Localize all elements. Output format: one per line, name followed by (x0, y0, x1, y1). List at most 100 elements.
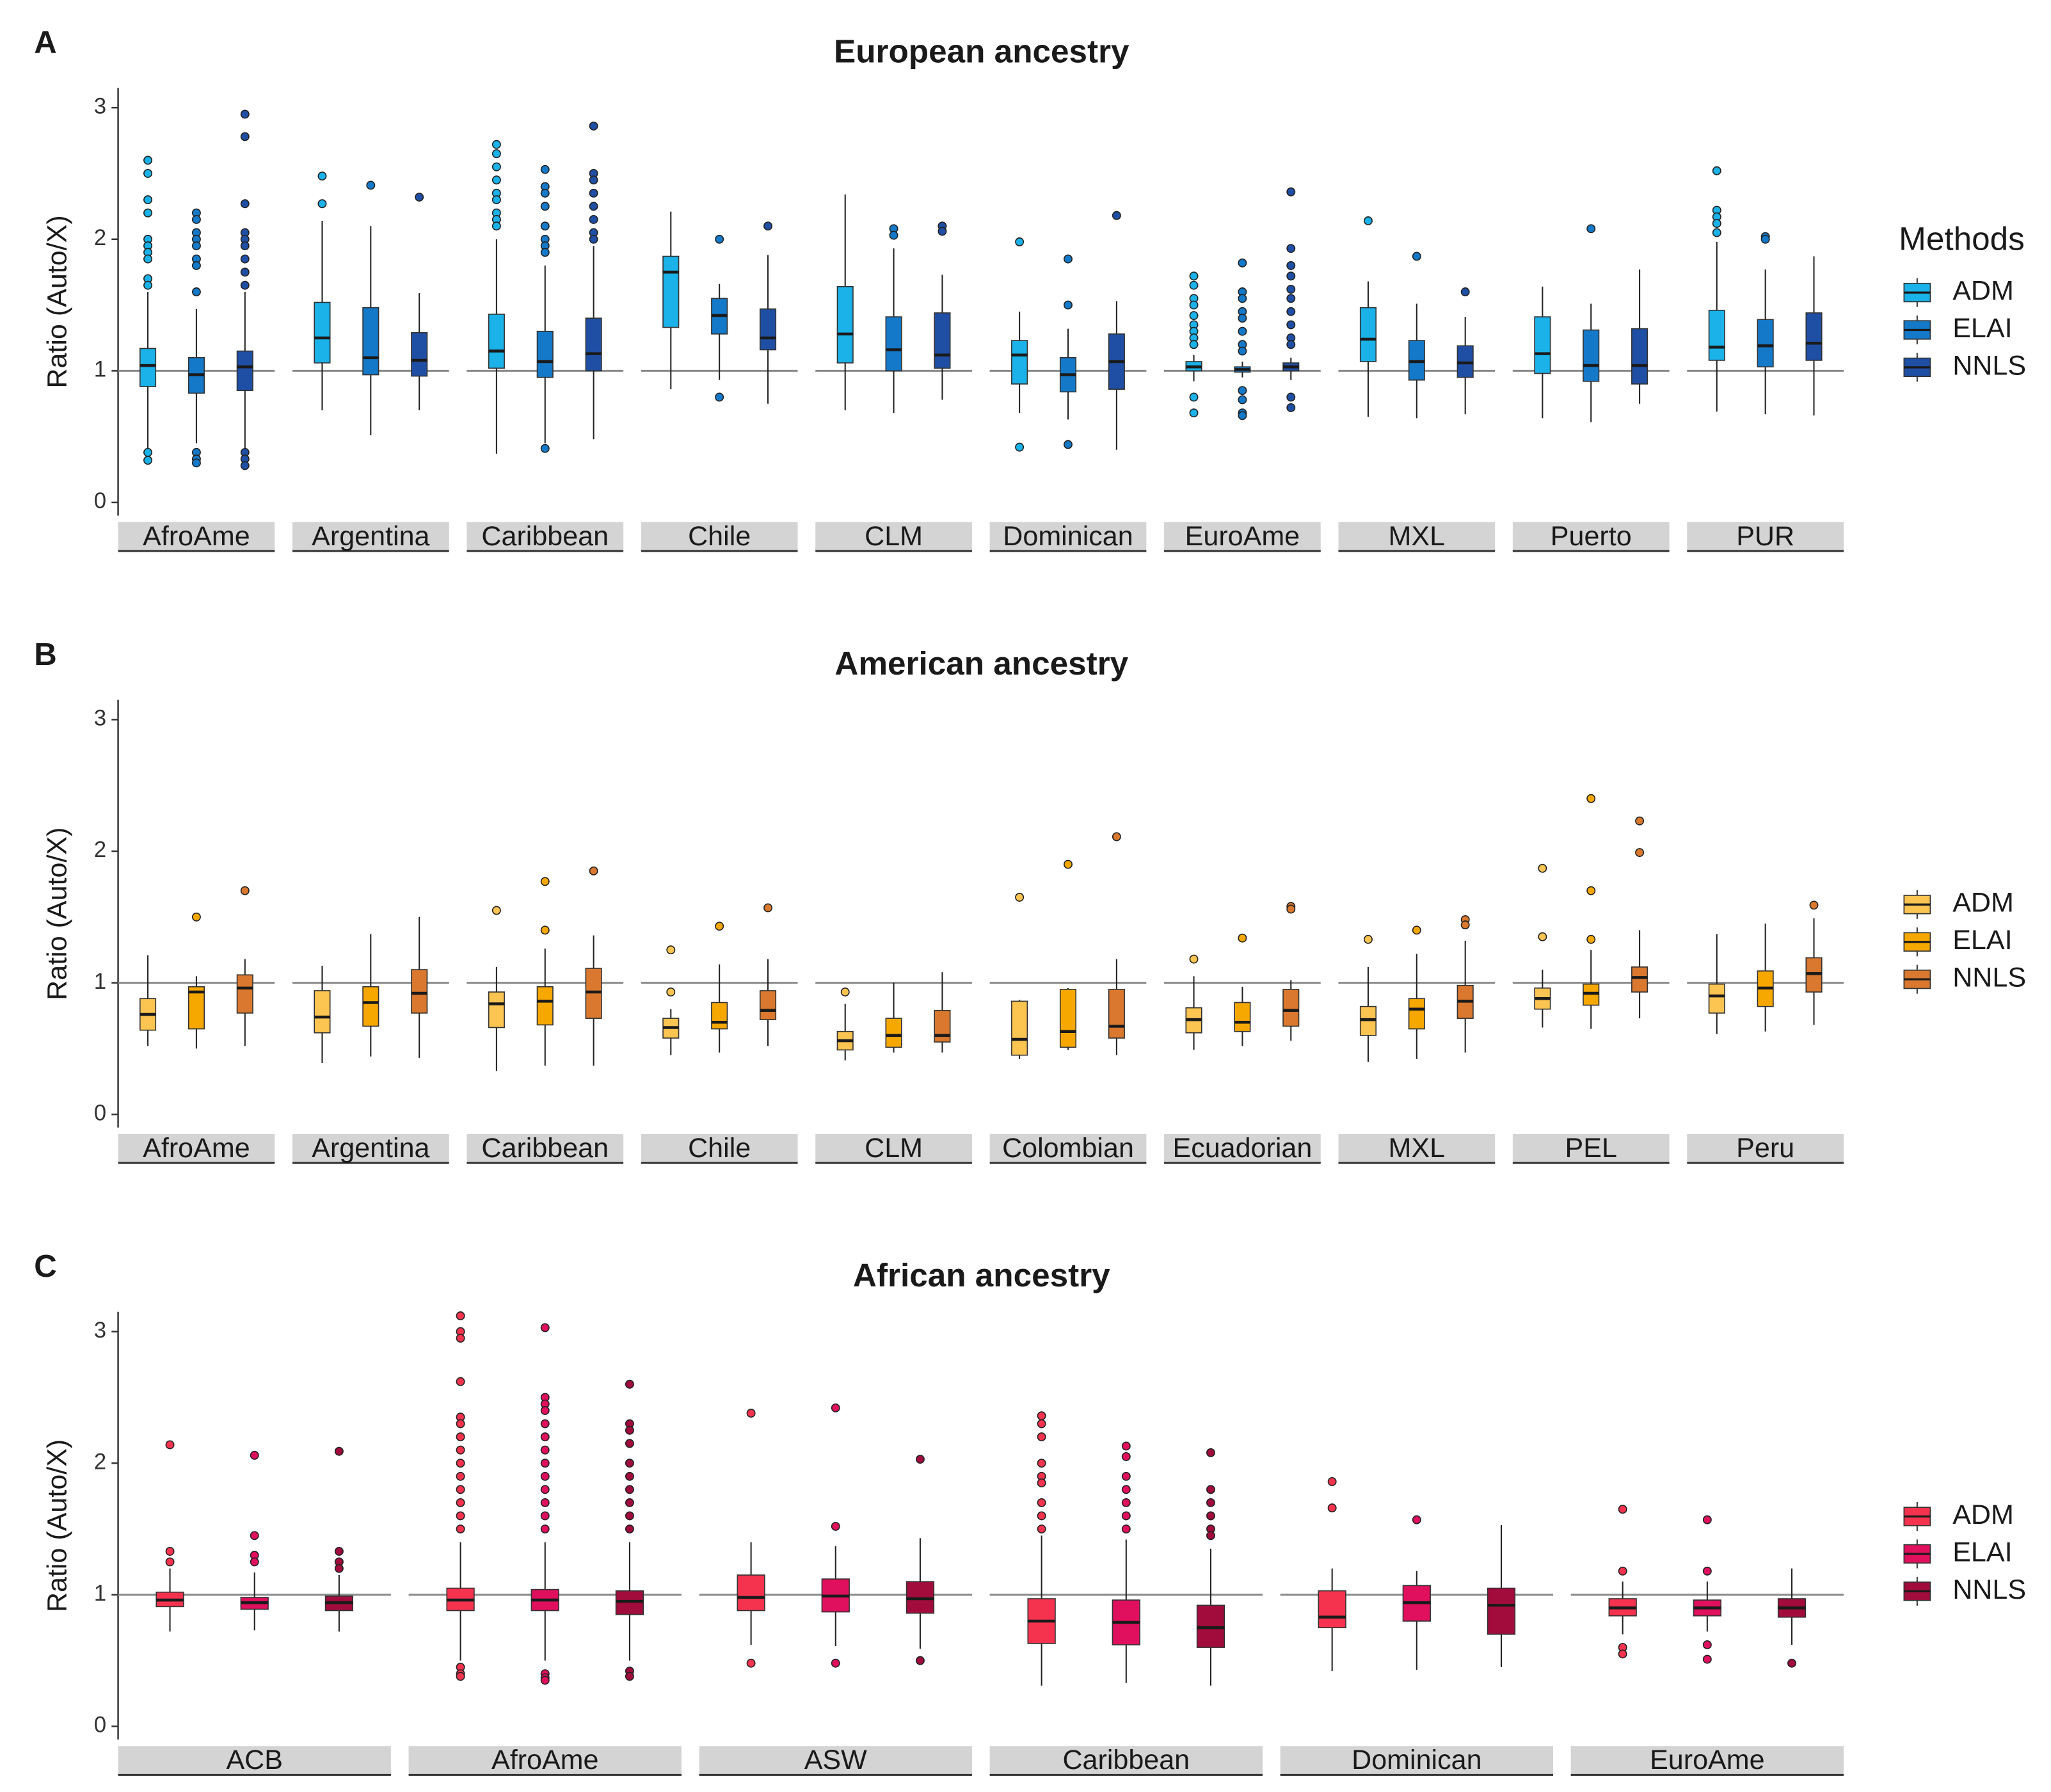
outlier (625, 1439, 634, 1448)
facet-label: Ecuadorian (1172, 1133, 1312, 1164)
panel-label: B (34, 637, 57, 672)
outlier (715, 922, 724, 931)
facet-label: Dominican (1352, 1745, 1481, 1775)
outlier (1037, 1411, 1046, 1421)
outlier (491, 175, 501, 185)
facet-strip (1338, 1134, 1496, 1164)
outlier (540, 188, 550, 198)
box (836, 285, 854, 364)
outlier (589, 188, 598, 198)
outlier (540, 444, 550, 453)
outlier (143, 208, 153, 218)
facet-strip (1687, 522, 1844, 551)
facet-label: MXL (1389, 1133, 1446, 1164)
outlier (1712, 228, 1721, 237)
outlier (1327, 1477, 1337, 1486)
box (662, 255, 680, 328)
outlier (1121, 1452, 1131, 1461)
facet-label: CLM (865, 1133, 923, 1164)
outlier (1015, 237, 1025, 246)
outlier (666, 945, 676, 955)
outlier (1635, 848, 1645, 858)
facet-strip (989, 522, 1147, 551)
facet-strip (1338, 522, 1496, 551)
outlier (915, 1656, 925, 1665)
outlier (1238, 258, 1247, 268)
outlier (1238, 294, 1247, 303)
outlier (491, 149, 501, 159)
facet-label: Argentina (312, 521, 429, 552)
chart-title: European ancestry (834, 33, 1129, 70)
outlier (831, 1403, 840, 1412)
outlier (1635, 816, 1645, 826)
outlier (456, 1471, 465, 1481)
outlier (1238, 933, 1247, 943)
box (1282, 989, 1300, 1027)
facet-strip (1570, 1746, 1844, 1775)
outlier (763, 903, 772, 913)
outlier (589, 214, 598, 224)
outlier (456, 1524, 465, 1534)
outlier (1460, 920, 1470, 930)
outlier (1037, 1524, 1046, 1534)
facet-label: Caribbean (1062, 1745, 1190, 1775)
outlier (1286, 904, 1296, 914)
outlier (1460, 287, 1470, 296)
outlier (540, 202, 550, 211)
outlier (456, 1333, 465, 1343)
box (236, 974, 253, 1014)
facet-strip (699, 1746, 972, 1775)
outlier (1618, 1566, 1627, 1576)
box (1708, 983, 1725, 1014)
legend-title: Methods (1899, 221, 2025, 257)
outlier (317, 172, 327, 181)
outlier (540, 1445, 550, 1455)
facet-label: AfroAme (143, 1133, 250, 1164)
outlier (456, 1311, 465, 1320)
outlier (625, 1524, 634, 1534)
outlier (589, 866, 598, 876)
outlier (915, 1455, 925, 1464)
outlier (1112, 211, 1121, 220)
outlier (456, 1445, 465, 1455)
box (1359, 307, 1377, 362)
outlier (143, 280, 153, 290)
outlier (746, 1658, 756, 1668)
box (536, 986, 554, 1026)
outlier (1538, 863, 1547, 873)
facet-label: ASW (804, 1745, 867, 1775)
legend-label: NNLS (1952, 350, 2026, 381)
facet-strip (467, 1134, 624, 1164)
box (1757, 319, 1774, 368)
outlier (1064, 440, 1073, 449)
facet-label: AfroAme (143, 521, 250, 552)
outlier (589, 202, 598, 211)
outlier (456, 1485, 465, 1494)
outlier (831, 1658, 840, 1668)
chart-title: African ancestry (853, 1257, 1110, 1293)
outlier (240, 886, 250, 895)
outlier (1037, 1419, 1046, 1428)
outlier (715, 234, 724, 244)
box (885, 1018, 902, 1048)
outlier (1286, 307, 1296, 316)
outlier (491, 162, 501, 172)
outlier (1327, 1503, 1337, 1513)
outlier (1586, 886, 1596, 895)
outlier (240, 280, 250, 290)
box (885, 316, 902, 372)
y-tick-label: 2 (94, 1449, 106, 1474)
outlier (840, 988, 850, 996)
outlier (1037, 1478, 1046, 1488)
outlier (540, 877, 550, 886)
outlier (1760, 234, 1770, 244)
outlier (334, 1564, 344, 1573)
outlier (240, 241, 250, 251)
outlier (1586, 224, 1596, 234)
outlier (250, 1531, 259, 1540)
outlier (1037, 1511, 1046, 1521)
box (188, 986, 205, 1030)
legend-label: ELAI (1952, 925, 2012, 956)
